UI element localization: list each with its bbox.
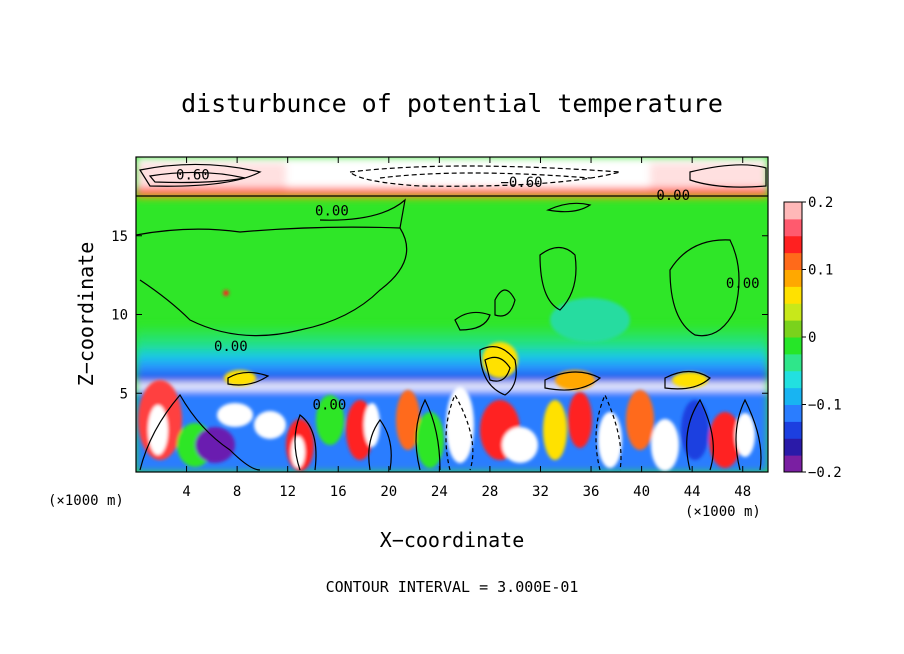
colorbar-segment	[784, 235, 802, 254]
x-tick-label: 8	[233, 484, 241, 500]
contour-label: 0.00	[315, 204, 349, 220]
colorbar-segment	[784, 404, 802, 422]
x-tick-label: 48	[734, 484, 751, 500]
x-tick-label: 4	[182, 484, 190, 500]
x-tick-label: 32	[532, 484, 549, 500]
colorbar-segment	[784, 370, 802, 389]
contour-label: 0.00	[726, 276, 760, 292]
colorbar-segment	[784, 438, 802, 456]
x-tick-label: 28	[481, 484, 498, 500]
x-tick-label: 20	[380, 484, 397, 500]
contour-label: 0.00	[313, 397, 347, 413]
y-axis-ticks: 5 10 15	[111, 229, 768, 402]
colorbar-segment	[784, 421, 802, 439]
contour-label: 0.60	[176, 167, 210, 183]
y-tick-label: 5	[120, 386, 128, 402]
x-tick-label: 12	[279, 484, 296, 500]
y-axis-label: Z−coordinate	[74, 242, 98, 387]
contour-interval-note: CONTOUR INTERVAL = 3.000E-01	[326, 578, 579, 596]
x-tick-label: 24	[431, 484, 448, 500]
x-axis-label: X−coordinate	[380, 528, 525, 552]
colorbar-segment	[784, 455, 802, 473]
colorbar-tick-label: 0.2	[808, 195, 833, 211]
x-tick-label: 40	[633, 484, 650, 500]
contour-label: −0.60	[500, 175, 542, 191]
colorbar-segment	[784, 303, 802, 321]
colorbar-segment	[784, 252, 802, 270]
x-axis-ticks: 4 8 12 16 20 24 28 32 36 40 44 48	[182, 157, 751, 500]
colorbar-segment	[784, 337, 802, 355]
x-tick-label: 44	[684, 484, 701, 500]
colorbar: 0.2 0.1 0 −0.1 −0.2	[783, 195, 842, 481]
colorbar-segment	[784, 269, 802, 287]
colorbar-segment	[784, 286, 802, 304]
plot-field	[136, 157, 768, 472]
x-tick-label: 36	[583, 484, 600, 500]
contour-lines	[136, 163, 768, 471]
contour-label: 0.00	[656, 188, 690, 204]
turbulent-cells	[138, 290, 755, 471]
y-tick-label: 15	[111, 229, 128, 245]
contour-label: 0.00	[214, 339, 248, 355]
chart-title: disturbunce of potential temperature	[181, 89, 723, 118]
lower-layer-white	[136, 383, 768, 391]
colorbar-segment	[784, 353, 802, 372]
x-unit-right: (×1000 m)	[685, 504, 761, 520]
colorbar-segment	[784, 320, 802, 338]
colorbar-tick-label: 0.1	[808, 263, 833, 279]
x-tick-label: 16	[330, 484, 347, 500]
contour-labels: 0.60 −0.60 0.00 0.00 0.00 0.00 0.00	[176, 167, 760, 413]
y-tick-label: 10	[111, 308, 128, 324]
colorbar-segment	[784, 387, 802, 405]
colorbar-tick-label: −0.1	[808, 398, 842, 414]
upper-edge-red	[136, 188, 768, 194]
colorbar-tick-label: −0.2	[808, 465, 842, 481]
colorbar-segment	[784, 218, 802, 237]
colorbar-tick-label: 0	[808, 330, 816, 346]
x-unit-left: (×1000 m)	[48, 493, 124, 509]
colorbar-segment	[784, 202, 802, 220]
